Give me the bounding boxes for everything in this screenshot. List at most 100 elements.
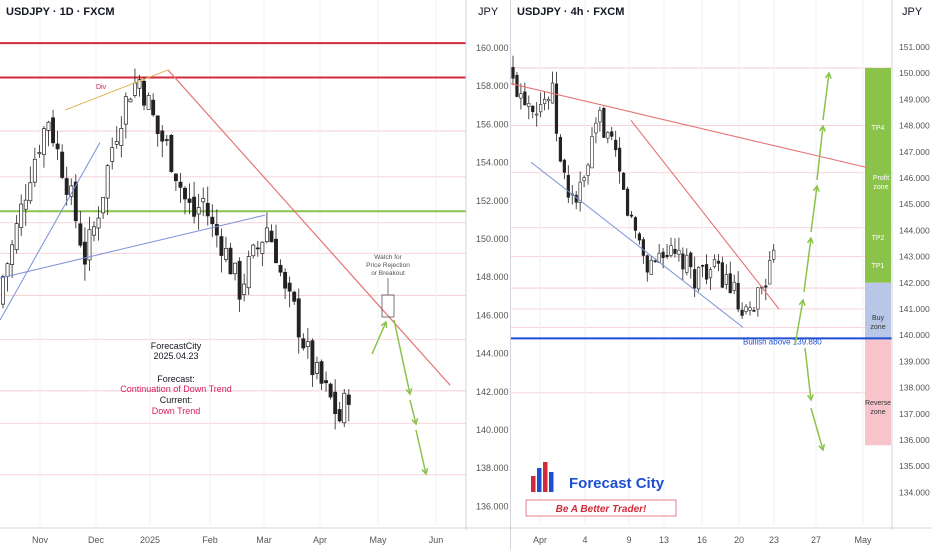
candle-body	[606, 132, 610, 139]
logo-bar	[549, 472, 554, 492]
candle-body	[752, 310, 756, 312]
candle-body	[292, 291, 297, 302]
trend-line-red-short	[630, 120, 780, 310]
current-value: Down Trend	[152, 406, 201, 416]
price-tick-label: 137.000	[899, 409, 930, 419]
time-tick-label: 16	[697, 535, 707, 545]
candle-body	[264, 227, 269, 242]
candle-body	[661, 251, 665, 259]
time-tick-label: 13	[659, 535, 669, 545]
candle-body	[41, 128, 46, 155]
pane-divider[interactable]	[510, 0, 511, 550]
candle-body	[677, 249, 681, 255]
candle-body	[296, 298, 301, 338]
time-tick-label: 23	[769, 535, 779, 545]
price-tick-label: 144.000	[476, 349, 509, 359]
daily-chart-pane[interactable]: 160.000 158.000 156.000 154.000 152.000 150.0…	[0, 0, 511, 550]
h4-chart-canvas[interactable]: TP5 TP4 Profit zone TP2 TP1 Buy zone Reverse zone…	[511, 0, 932, 550]
target-arrow-up-head	[798, 298, 806, 306]
profit-zone	[865, 67, 891, 283]
price-tick-label: 145.000	[899, 199, 930, 209]
time-tick-label: Apr	[313, 535, 327, 545]
trend-line-red	[167, 69, 451, 386]
candle-body	[46, 121, 51, 131]
candle-body	[720, 262, 724, 288]
candle-body	[618, 147, 622, 172]
zone-label-tp: Profit	[873, 175, 889, 182]
candle-body	[14, 223, 19, 251]
price-tick-label: 140.000	[899, 330, 930, 340]
daily-chart-canvas[interactable]: 160.000 158.000 156.000 154.000 152.000 150.0…	[0, 0, 511, 550]
forecast-arrow-down	[393, 319, 411, 395]
candle-body	[169, 134, 174, 173]
candle-body	[192, 196, 197, 217]
price-tick-label: 150.000	[899, 68, 930, 78]
zone-label-tp: TP5	[872, 63, 885, 70]
target-arrow-up	[810, 185, 818, 233]
trend-line-blue	[0, 142, 101, 321]
candle-body	[566, 175, 570, 198]
candle-body	[251, 244, 256, 257]
price-tick-label: 148.000	[899, 121, 930, 131]
target-arrow-up	[816, 125, 824, 181]
forecast-label: Forecast:	[157, 374, 195, 384]
candle-body	[697, 267, 701, 290]
price-tick-label: 134.000	[899, 487, 930, 497]
candle-body	[60, 151, 65, 178]
candle-body	[622, 172, 626, 190]
candle-body	[183, 187, 187, 200]
candle-body	[92, 226, 96, 236]
price-tick-label: 146.000	[476, 310, 509, 320]
candle-body	[328, 383, 333, 398]
candle-body	[242, 283, 247, 295]
target-arrow-up-head	[824, 71, 832, 79]
candle-body	[724, 274, 728, 285]
candle-body	[337, 409, 342, 422]
candle-body	[736, 282, 740, 310]
candle-body	[55, 143, 60, 150]
candle-body	[772, 249, 776, 260]
candle-body	[315, 362, 319, 374]
h4-price-unit: JPY	[902, 6, 923, 18]
price-tick-label: 148.000	[476, 272, 509, 282]
target-arrow-up-head	[818, 124, 826, 132]
candle-body	[598, 110, 602, 123]
candle-body	[625, 188, 630, 216]
candle-body	[346, 394, 351, 405]
target-arrow-up	[794, 299, 804, 346]
time-tick-label: 9	[626, 535, 631, 545]
logo-bar	[543, 462, 548, 492]
divergence-line	[64, 69, 169, 111]
price-tick-label: 149.000	[899, 94, 930, 104]
candle-body	[123, 96, 128, 125]
candle-body	[673, 248, 677, 254]
candle-body	[23, 199, 28, 210]
price-tick-label: 156.000	[476, 119, 509, 129]
candle-body	[527, 103, 531, 107]
current-label: Current:	[160, 395, 193, 405]
h4-chart-pane[interactable]: TP5 TP4 Profit zone TP2 TP1 Buy zone Reverse zone…	[511, 0, 932, 550]
candle-body	[87, 229, 92, 261]
candle-body	[32, 158, 37, 183]
target-arrow-up	[822, 72, 830, 121]
logo-bar	[531, 476, 536, 492]
candle-body	[37, 152, 42, 155]
time-tick-label: Mar	[256, 535, 272, 545]
candle-body	[319, 361, 324, 384]
candle-body	[155, 115, 160, 134]
candle-body	[228, 247, 233, 275]
candle-body	[28, 182, 33, 202]
candle-body	[305, 341, 310, 347]
candle-body	[287, 282, 292, 292]
forecast-arrow-down	[409, 399, 417, 425]
candle-body	[558, 136, 562, 162]
price-tick-label: 160.000	[476, 43, 509, 53]
watch-note-line: Watch for	[374, 254, 402, 261]
price-tick-label: 138.000	[899, 383, 930, 393]
candle-body	[342, 392, 347, 424]
candle-body	[237, 260, 242, 300]
candle-body	[105, 165, 110, 199]
candle-body	[1, 276, 5, 305]
price-tick-label: 143.000	[899, 252, 930, 262]
candle-body	[590, 136, 594, 169]
